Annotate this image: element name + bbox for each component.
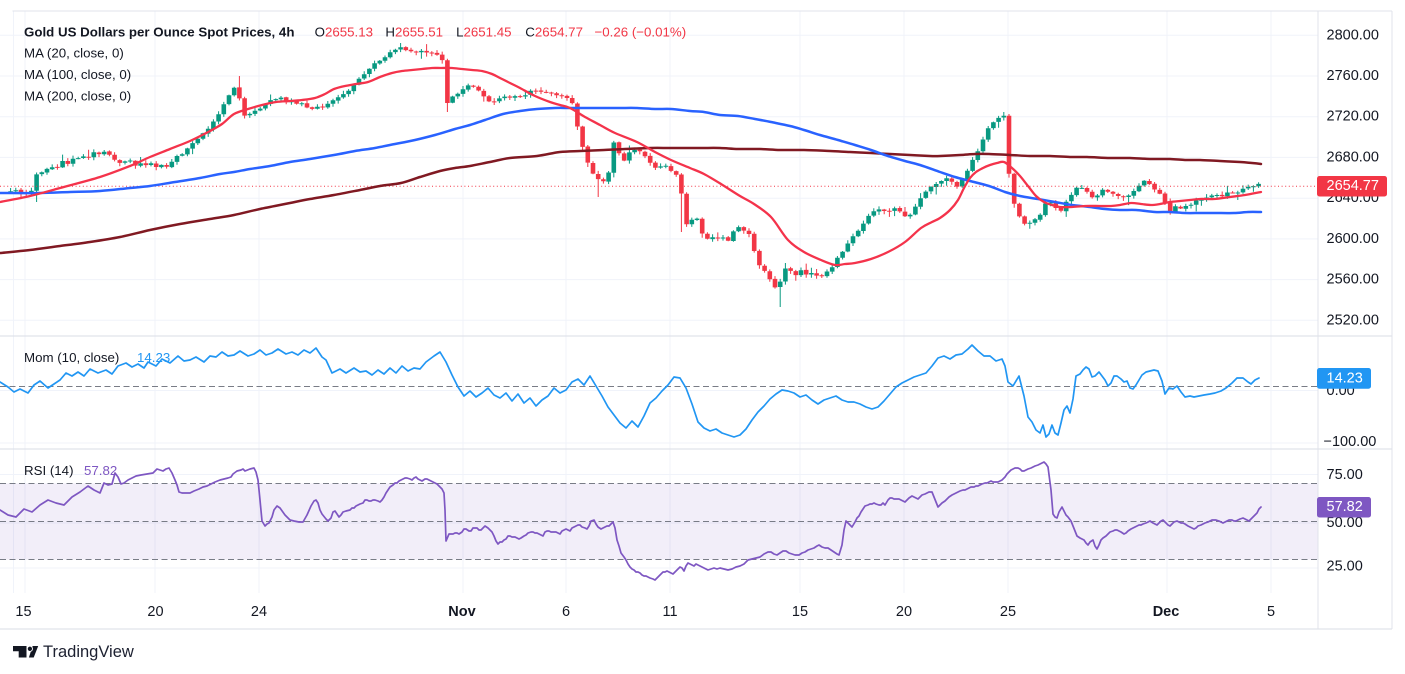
svg-text:C2654.77: C2654.77 — [525, 24, 583, 39]
svg-text:TradingView: TradingView — [43, 643, 134, 661]
svg-text:MA (20, close, 0): MA (20, close, 0) — [24, 45, 124, 60]
svg-text:25: 25 — [1000, 604, 1016, 620]
svg-text:50.00: 50.00 — [1327, 515, 1363, 531]
svg-text:MA (100, close, 0): MA (100, close, 0) — [24, 67, 131, 82]
svg-text:2760.00: 2760.00 — [1327, 68, 1379, 84]
svg-text:11: 11 — [662, 604, 677, 620]
svg-text:75.00: 75.00 — [1327, 467, 1363, 483]
svg-text:14.23: 14.23 — [137, 350, 170, 365]
svg-text:H2655.51: H2655.51 — [385, 24, 443, 39]
svg-text:Nov: Nov — [448, 604, 475, 620]
svg-text:Mom (10, close): Mom (10, close) — [24, 350, 119, 365]
svg-text:2520.00: 2520.00 — [1327, 312, 1379, 328]
svg-text:20: 20 — [896, 604, 912, 620]
svg-text:L2651.45: L2651.45 — [456, 24, 511, 39]
svg-text:25.00: 25.00 — [1327, 559, 1363, 575]
svg-text:−0.26 (−0.01%): −0.26 (−0.01%) — [595, 24, 687, 39]
svg-text:Gold US Dollars per Ounce Spot: Gold US Dollars per Ounce Spot Prices, 4… — [24, 24, 294, 39]
svg-text:2560.00: 2560.00 — [1327, 272, 1379, 288]
svg-text:2800.00: 2800.00 — [1327, 27, 1379, 43]
svg-text:57.82: 57.82 — [1327, 499, 1363, 515]
svg-text:Dec: Dec — [1153, 604, 1180, 620]
svg-text:24: 24 — [251, 604, 267, 620]
svg-text:14.23: 14.23 — [1327, 370, 1363, 386]
svg-text:O2655.13: O2655.13 — [315, 24, 373, 39]
svg-text:2680.00: 2680.00 — [1327, 149, 1379, 165]
svg-text:6: 6 — [562, 604, 570, 620]
svg-text:RSI (14): RSI (14) — [24, 463, 74, 478]
svg-text:20: 20 — [147, 604, 163, 620]
svg-text:2654.77: 2654.77 — [1327, 178, 1379, 194]
svg-text:15: 15 — [15, 604, 31, 620]
svg-text:5: 5 — [1267, 604, 1275, 620]
svg-text:15: 15 — [792, 604, 808, 620]
svg-text:2600.00: 2600.00 — [1327, 231, 1379, 247]
svg-text:MA (200, close, 0): MA (200, close, 0) — [24, 88, 131, 103]
svg-text:−100.00: −100.00 — [1324, 434, 1377, 450]
svg-text:57.82: 57.82 — [84, 463, 117, 478]
svg-text:2720.00: 2720.00 — [1327, 109, 1379, 125]
